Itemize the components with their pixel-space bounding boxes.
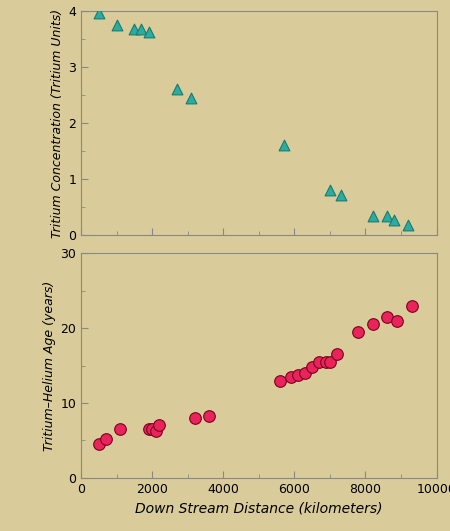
Point: [145, 425, 152, 433]
Point: [326, 186, 333, 194]
Y-axis label: Tritium Concentration (Tritium Units): Tritium Concentration (Tritium Units): [51, 8, 64, 237]
Point: [326, 357, 333, 366]
Point: [302, 369, 309, 378]
Point: [95, 9, 103, 18]
Point: [337, 191, 344, 199]
X-axis label: Down Stream Distance (kilometers): Down Stream Distance (kilometers): [135, 501, 382, 515]
Point: [355, 328, 362, 336]
Point: [138, 24, 145, 33]
Point: [405, 221, 412, 229]
Point: [394, 316, 401, 325]
Point: [145, 28, 152, 36]
Point: [280, 141, 287, 150]
Y-axis label: Tritium–Helium Age (years): Tritium–Helium Age (years): [43, 280, 56, 451]
Point: [113, 20, 120, 29]
Point: [156, 421, 163, 430]
Point: [148, 425, 156, 433]
Point: [173, 85, 180, 93]
Point: [390, 215, 397, 224]
Point: [315, 357, 323, 366]
Point: [369, 211, 376, 220]
Point: [276, 376, 284, 385]
Point: [152, 427, 159, 436]
Point: [188, 93, 195, 102]
Point: [408, 302, 415, 310]
Point: [205, 412, 212, 420]
Point: [309, 363, 316, 371]
Point: [333, 350, 341, 358]
Point: [191, 414, 198, 422]
Point: [130, 24, 138, 33]
Point: [117, 425, 124, 433]
Point: [287, 373, 294, 381]
Point: [369, 320, 376, 329]
Point: [383, 211, 390, 220]
Point: [294, 370, 302, 379]
Point: [323, 357, 330, 366]
Point: [383, 313, 390, 321]
Point: [95, 440, 103, 449]
Point: [102, 435, 109, 443]
